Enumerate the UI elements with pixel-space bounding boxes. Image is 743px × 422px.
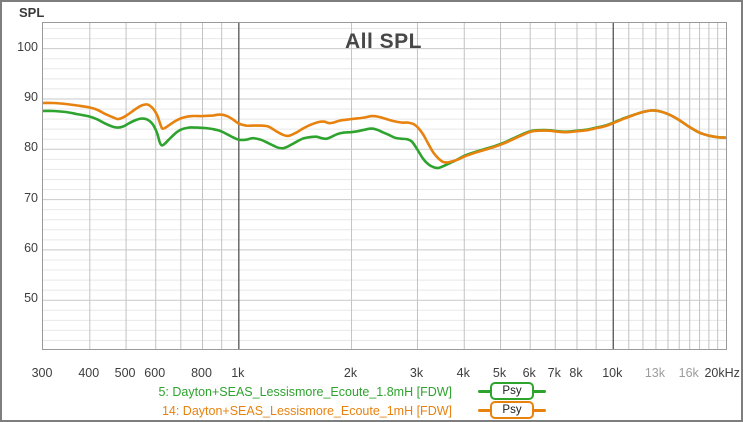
x-tick-label: 4k — [456, 366, 470, 380]
x-tick-label: 300 — [31, 366, 53, 380]
x-tick-label: 13k — [644, 366, 666, 380]
psy-smoothing-button[interactable]: Psy — [490, 401, 534, 419]
x-tick-label: 800 — [191, 366, 212, 380]
legend-line-sample: Psy — [478, 382, 546, 401]
y-tick-label: 60 — [24, 240, 38, 255]
y-axis-title: SPL — [19, 5, 45, 20]
series-line-1 — [41, 101, 728, 164]
x-tick-label: 20kHz — [704, 366, 740, 380]
x-tick-label: 600 — [144, 366, 166, 380]
y-tick-label: 100 — [17, 39, 38, 54]
x-tick-label: 1k — [231, 366, 245, 380]
legend-label: 14: Dayton+SEAS_Lessismore_Ecoute_1mH [F… — [161, 403, 452, 418]
x-tick-label: 2k — [343, 366, 358, 380]
plot-canvas — [41, 23, 728, 349]
legend-line-sample: Psy — [478, 401, 546, 420]
x-tick-label: 8k — [569, 366, 583, 380]
x-tick-label: 400 — [78, 366, 100, 380]
x-tick-label: 7k — [547, 366, 561, 380]
x-tick-label: 10k — [602, 366, 623, 380]
legend-label: 5: Dayton+SEAS_Lessismore_Ecoute_1.8mH [… — [158, 384, 452, 399]
plot-area — [41, 22, 728, 350]
x-tick-label: 6k — [522, 366, 536, 380]
x-tick-label: 5k — [492, 366, 507, 380]
y-tick-label: 90 — [24, 89, 38, 104]
legend-row: 14: Dayton+SEAS_Lessismore_Ecoute_1mH [F… — [152, 401, 552, 420]
legend: 5: Dayton+SEAS_Lessismore_Ecoute_1.8mH [… — [152, 382, 552, 420]
psy-smoothing-button[interactable]: Psy — [490, 382, 534, 400]
legend-row: 5: Dayton+SEAS_Lessismore_Ecoute_1.8mH [… — [152, 382, 552, 401]
x-tick-label: 16k — [678, 366, 699, 380]
y-tick-label: 70 — [24, 190, 38, 205]
x-tick-label: 3k — [409, 366, 424, 380]
y-tick-label: 50 — [24, 291, 38, 306]
y-tick-label: 80 — [24, 140, 38, 155]
x-tick-label: 500 — [114, 366, 136, 380]
